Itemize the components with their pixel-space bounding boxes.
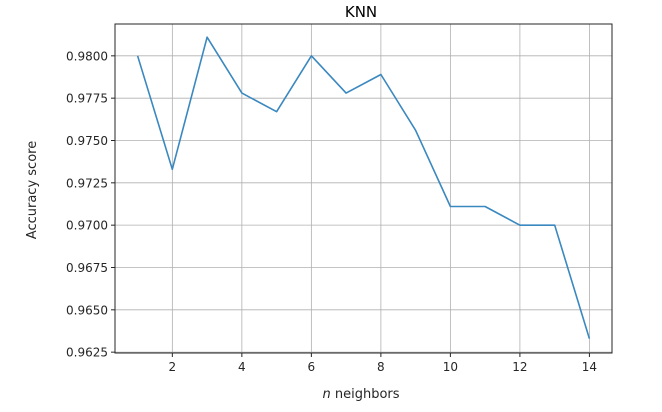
series-line [136, 36, 591, 339]
y-tick-label: 0.9800 [66, 49, 108, 63]
y-tick-label: 0.9775 [66, 92, 108, 106]
x-axis-label-variable: n [322, 387, 330, 402]
y-tick-label: 0.9675 [66, 261, 108, 275]
axes-frame [114, 23, 613, 354]
y-axis: 0.9625 0.9650 0.9675 0.9700 0.9725 0.9750 0.97… [66, 49, 115, 360]
y-tick-label: 0.9625 [66, 346, 108, 360]
chart-title: KNN [345, 3, 377, 21]
x-tick-label: 14 [582, 360, 597, 374]
x-axis: 2 4 6 8 10 12 14 [169, 353, 597, 374]
y-tick-label: 0.9750 [66, 134, 108, 148]
x-axis-label-text: neighbors [331, 387, 400, 402]
x-tick-label: 12 [512, 360, 527, 374]
y-tick-label: 0.9725 [66, 176, 108, 190]
plot-area [136, 36, 591, 339]
x-axis-label: n neighbors [322, 387, 399, 402]
x-tick-label: 10 [443, 360, 458, 374]
grid [115, 24, 612, 353]
x-tick-label: 2 [169, 360, 177, 374]
x-tick-label: 4 [238, 360, 246, 374]
x-tick-label: 8 [377, 360, 385, 374]
y-axis-label: Accuracy score [25, 141, 40, 239]
x-tick-label: 6 [308, 360, 316, 374]
y-tick-label: 0.9700 [66, 219, 108, 233]
y-tick-label: 0.9650 [66, 303, 108, 317]
